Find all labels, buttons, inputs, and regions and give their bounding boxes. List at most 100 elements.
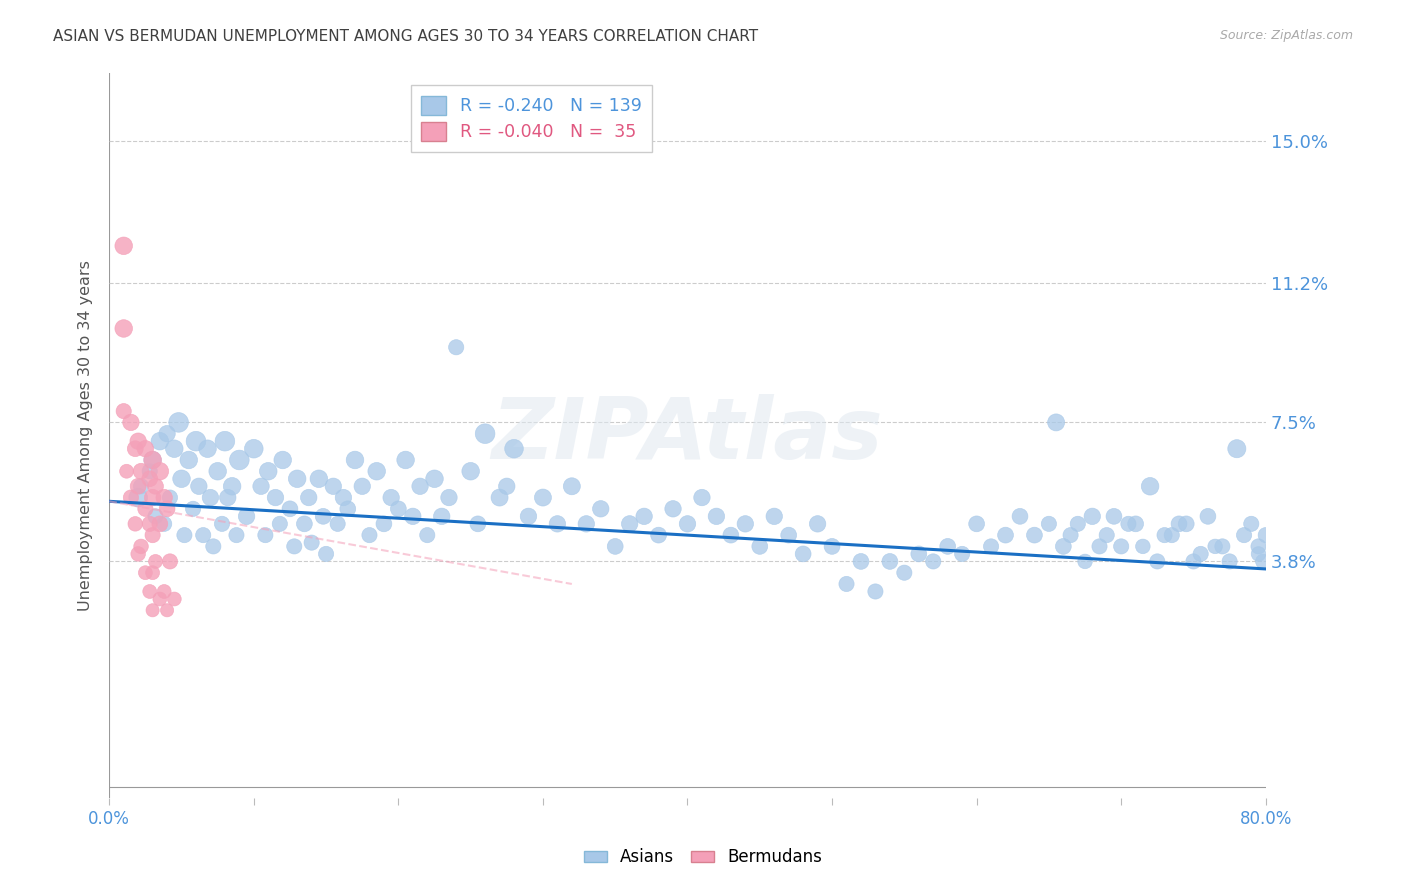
Point: [437, 491, 460, 505]
Y-axis label: Unemployment Among Ages 30 to 34 years: Unemployment Among Ages 30 to 34 years: [79, 260, 93, 611]
Point: [763, 509, 786, 524]
Point: [416, 528, 439, 542]
Point: [332, 491, 354, 505]
Point: [488, 491, 510, 505]
Point: [778, 528, 800, 542]
Point: [1088, 540, 1111, 554]
Point: [221, 479, 243, 493]
Point: [197, 442, 219, 456]
Point: [153, 491, 176, 505]
Point: [936, 540, 959, 554]
Point: [980, 540, 1002, 554]
Point: [283, 540, 305, 554]
Point: [115, 464, 138, 478]
Point: [217, 491, 239, 505]
Point: [1233, 528, 1256, 542]
Point: [202, 540, 225, 554]
Point: [235, 509, 257, 524]
Point: [423, 472, 446, 486]
Point: [792, 547, 814, 561]
Point: [322, 479, 344, 493]
Point: [184, 434, 207, 449]
Point: [173, 528, 195, 542]
Point: [163, 442, 186, 456]
Point: [690, 491, 713, 505]
Point: [112, 404, 135, 418]
Point: [129, 479, 152, 493]
Point: [138, 584, 160, 599]
Point: [662, 501, 685, 516]
Point: [159, 554, 181, 568]
Point: [298, 491, 321, 505]
Point: [1059, 528, 1081, 542]
Point: [1197, 509, 1219, 524]
Point: [127, 434, 149, 449]
Point: [134, 501, 156, 516]
Point: [1168, 516, 1191, 531]
Point: [503, 442, 526, 456]
Point: [1211, 540, 1233, 554]
Point: [1067, 516, 1090, 531]
Point: [112, 321, 135, 335]
Point: [138, 472, 160, 486]
Point: [893, 566, 915, 580]
Point: [134, 442, 156, 456]
Point: [1132, 540, 1154, 554]
Point: [835, 577, 858, 591]
Point: [1146, 554, 1168, 568]
Point: [1251, 554, 1274, 568]
Point: [1024, 528, 1046, 542]
Point: [575, 516, 598, 531]
Point: [156, 501, 179, 516]
Point: [865, 584, 887, 599]
Point: [1240, 516, 1263, 531]
Point: [145, 554, 167, 568]
Point: [326, 516, 349, 531]
Point: [619, 516, 641, 531]
Point: [734, 516, 756, 531]
Point: [129, 464, 152, 478]
Point: [1153, 528, 1175, 542]
Point: [312, 509, 335, 524]
Point: [170, 472, 193, 486]
Point: [124, 442, 146, 456]
Point: [156, 603, 179, 617]
Point: [1118, 516, 1140, 531]
Point: [720, 528, 742, 542]
Text: ZIPAtlas: ZIPAtlas: [492, 394, 883, 477]
Point: [278, 501, 301, 516]
Point: [156, 426, 179, 441]
Point: [821, 540, 844, 554]
Point: [200, 491, 222, 505]
Point: [149, 434, 172, 449]
Point: [138, 516, 160, 531]
Point: [1045, 416, 1067, 430]
Point: [142, 603, 165, 617]
Point: [409, 479, 432, 493]
Point: [561, 479, 583, 493]
Point: [167, 416, 190, 430]
Point: [264, 491, 287, 505]
Point: [994, 528, 1017, 542]
Point: [225, 528, 247, 542]
Point: [633, 509, 655, 524]
Point: [1038, 516, 1060, 531]
Point: [1189, 547, 1212, 561]
Point: [153, 516, 176, 531]
Point: [315, 547, 337, 561]
Point: [849, 554, 872, 568]
Point: [373, 516, 395, 531]
Point: [1204, 540, 1226, 554]
Point: [142, 491, 165, 505]
Point: [387, 501, 409, 516]
Point: [394, 453, 416, 467]
Point: [127, 547, 149, 561]
Point: [142, 528, 165, 542]
Point: [1139, 479, 1161, 493]
Point: [1226, 442, 1249, 456]
Point: [380, 491, 402, 505]
Point: [257, 464, 280, 478]
Legend: Asians, Bermudans: Asians, Bermudans: [576, 842, 830, 873]
Point: [149, 464, 172, 478]
Point: [546, 516, 568, 531]
